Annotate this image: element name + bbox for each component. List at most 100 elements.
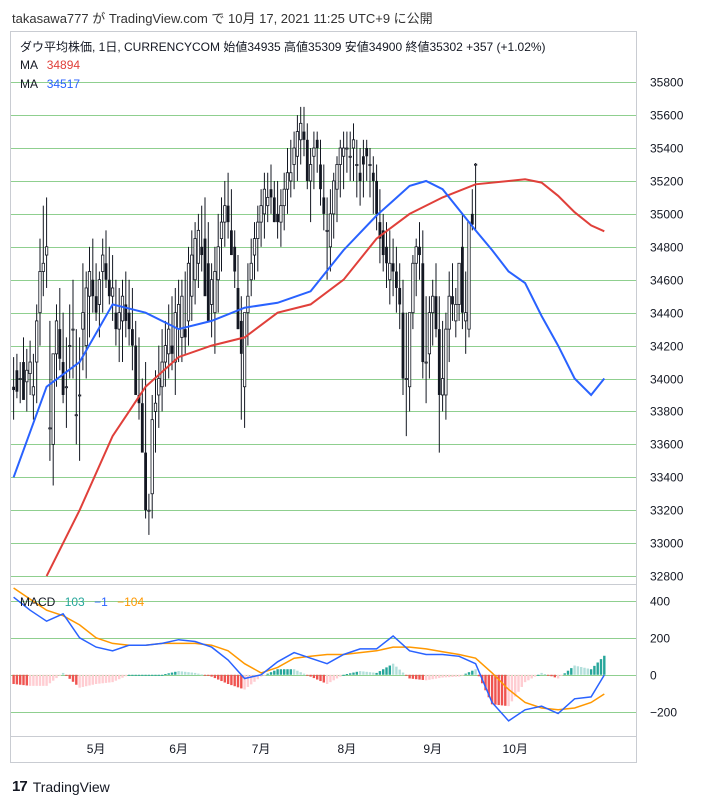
brand-name: TradingView [32, 778, 110, 795]
price-tick-label: 35000 [650, 208, 684, 222]
macd-histogram-bar [487, 674, 490, 698]
chart-title-text: ダウ平均株価, 1日, CURRENCYCOM 始値34935 高値35309 … [20, 40, 546, 54]
macd-histogram-bar [276, 669, 279, 675]
macd-histogram-bar [141, 674, 144, 676]
macd-histogram-bar [203, 674, 207, 676]
macd-histogram-bar [553, 674, 556, 678]
macd-histogram-bar [401, 672, 405, 675]
macd-histogram-bar [329, 674, 332, 683]
macd-histogram-bar [58, 674, 61, 676]
macd-histogram-bar [104, 674, 108, 683]
candle-body-down [226, 205, 230, 223]
macd-histogram-bar [55, 674, 58, 679]
macd-histogram-bar [494, 674, 497, 705]
macd-histogram-bar [408, 674, 411, 679]
price-tick-label: 33800 [650, 405, 684, 419]
macd-histogram-bar [98, 674, 101, 684]
macd-histogram-bar [35, 674, 38, 686]
macd-histogram-bar [461, 674, 464, 676]
macd-line-value: −1 [94, 595, 108, 609]
chart-title: ダウ平均株価, 1日, CURRENCYCOM 始値34935 高値35309 … [20, 38, 546, 55]
macd-histogram-bar [335, 674, 339, 679]
candle-body-up [454, 304, 458, 322]
candle-body-up [196, 229, 200, 264]
time-tick-label: 10月 [503, 742, 528, 756]
macd-histogram-bar [25, 674, 28, 686]
macd-legend[interactable]: MACD 103 −1 −104 [20, 595, 144, 609]
macd-histogram-bar [118, 674, 121, 680]
candle-body-up [219, 221, 224, 239]
macd-histogram-bar [434, 674, 438, 679]
macd-histogram-bar [61, 672, 65, 675]
candle-body-down [421, 263, 425, 363]
macd-histogram-bar [213, 674, 217, 679]
candle-body-down [391, 263, 395, 272]
candle-body-up [150, 419, 154, 495]
time-tick-label: 8月 [338, 742, 357, 756]
candle-body-down [418, 246, 421, 256]
candle-body-down [114, 312, 118, 330]
candle-body-up [252, 238, 257, 256]
candle-body-up [223, 205, 227, 223]
macd-histogram-bar [477, 674, 481, 677]
candle-body-up [335, 164, 339, 190]
candle-body-up [68, 345, 72, 347]
candle-body-down [233, 246, 237, 272]
ma-fast-label: MA [20, 58, 38, 72]
candle-body-up [447, 295, 451, 330]
candle-body-up [312, 147, 316, 157]
candle-body-down [434, 296, 438, 330]
ma-fast-legend[interactable]: MA 34894 [20, 58, 80, 72]
candle-body-up [299, 122, 303, 141]
candle-body-down [140, 403, 144, 453]
macd-histogram-bar [603, 655, 606, 675]
macd-histogram-bar [560, 674, 563, 676]
macd-tick-label: 200 [650, 632, 670, 646]
candle-body-down [107, 279, 111, 297]
macd-histogram-bar [91, 674, 94, 685]
macd-histogram-bar [444, 674, 448, 678]
macd-histogram-bar [68, 674, 71, 679]
candle-body-down [200, 246, 204, 256]
macd-histogram-bar [78, 674, 81, 688]
candle-body-down [470, 213, 474, 225]
macd-histogram-bar [243, 674, 246, 690]
candle-body-up [71, 328, 75, 331]
macd-histogram-bar [570, 668, 573, 675]
time-tick-label: 5月 [87, 742, 106, 756]
macd-histogram-bar [12, 674, 15, 684]
candle-body-up [467, 221, 471, 330]
macd-histogram-bar [339, 674, 342, 677]
macd-histogram-bar [65, 674, 68, 676]
macd-histogram-bar [279, 669, 283, 675]
macd-histogram-bar [45, 674, 48, 686]
candle-body-down [61, 362, 65, 395]
candle-body-down [22, 362, 25, 400]
macd-histogram-bar [382, 669, 385, 675]
macd-histogram-bar [187, 672, 190, 675]
candle-body-up [355, 164, 359, 166]
macd-histogram-bar [471, 670, 474, 675]
macd-histogram-bar [266, 673, 269, 675]
candle-body-down [269, 189, 273, 198]
macd-histogram-bar [441, 674, 444, 678]
candle-body-down [371, 172, 375, 181]
candle-body-up [440, 378, 445, 396]
macd-histogram-bar [385, 667, 388, 675]
ma-slow-legend[interactable]: MA 34517 [20, 77, 80, 91]
macd-histogram-bar [566, 670, 570, 675]
macd-histogram-bar [362, 671, 365, 675]
macd-histogram-bar [154, 674, 157, 676]
candle-body-down [302, 131, 306, 140]
macd-histogram-bar [365, 671, 368, 675]
macd-histogram-bar [48, 674, 52, 684]
macd-histogram-bar [372, 672, 375, 675]
candle-body-up [25, 369, 29, 383]
macd-histogram-bar [540, 672, 543, 675]
tradingview-brand[interactable]: 17 TradingView [12, 778, 110, 795]
macd-histogram-bar [240, 674, 243, 689]
ma-slow-label: MA [20, 77, 38, 91]
candle-body-up [111, 287, 115, 297]
macd-histogram-bar [484, 674, 487, 691]
candle-body-up [117, 312, 121, 330]
